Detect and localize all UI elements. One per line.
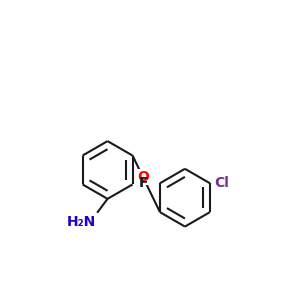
Text: O: O (137, 170, 149, 184)
Text: F: F (138, 176, 148, 190)
Text: H₂N: H₂N (67, 215, 96, 229)
Text: Cl: Cl (214, 176, 229, 190)
